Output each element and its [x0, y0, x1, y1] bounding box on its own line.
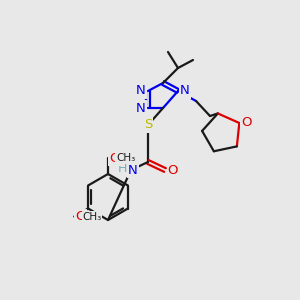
Text: N: N [180, 85, 190, 98]
Text: S: S [144, 118, 152, 131]
Text: N: N [136, 101, 146, 115]
Text: O: O [75, 210, 86, 223]
Text: N: N [128, 164, 138, 176]
Text: CH₃: CH₃ [82, 212, 101, 221]
Text: N: N [136, 85, 146, 98]
Text: O: O [168, 164, 178, 176]
Text: H: H [118, 163, 127, 176]
Text: O: O [109, 152, 119, 164]
Text: O: O [241, 116, 252, 130]
Text: CH₃: CH₃ [116, 153, 135, 163]
